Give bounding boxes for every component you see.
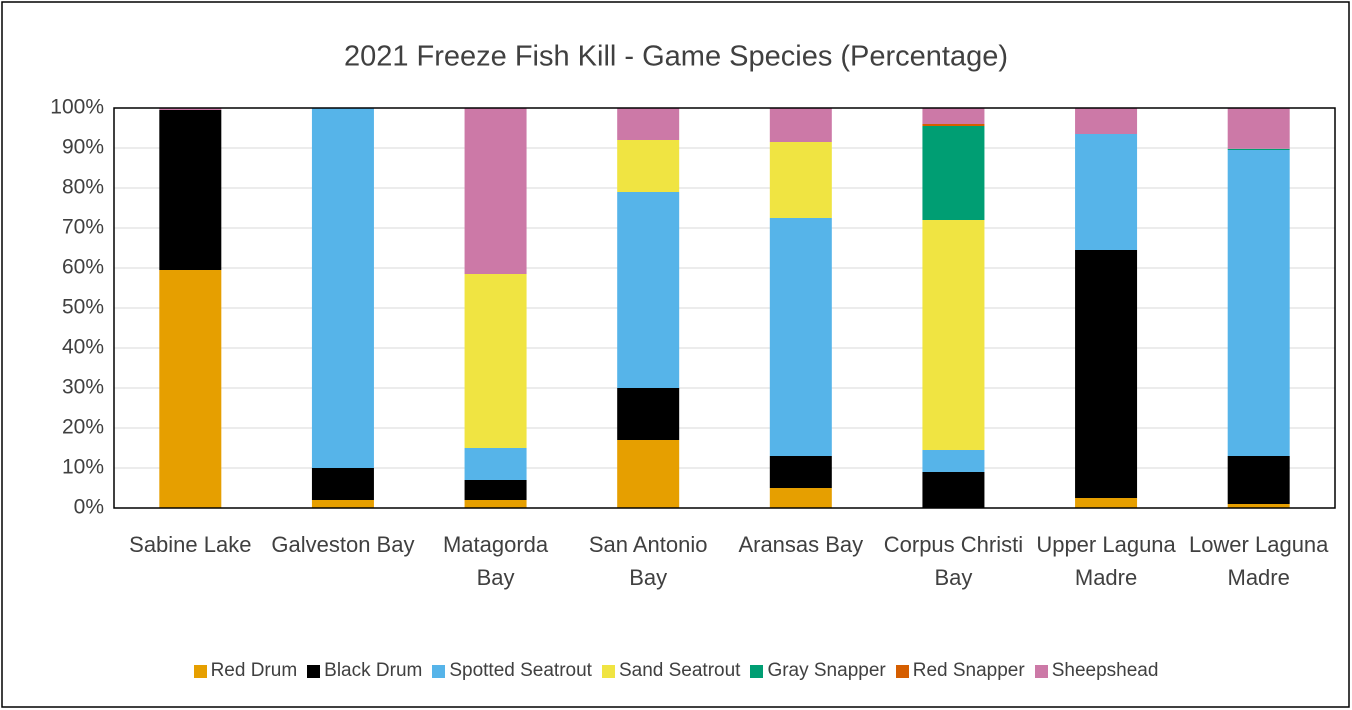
bar-segment bbox=[311, 468, 374, 500]
legend-item: Spotted Seatrout bbox=[432, 660, 592, 682]
bar-segment bbox=[1075, 108, 1138, 134]
plot-frame bbox=[113, 107, 1336, 509]
bar-segment bbox=[159, 108, 222, 110]
bar-segment bbox=[922, 108, 985, 124]
legend-swatch bbox=[1034, 664, 1048, 678]
y-tick-label: 60% bbox=[62, 256, 104, 279]
bar-segment bbox=[922, 472, 985, 508]
bar-segment bbox=[311, 108, 374, 468]
legend-swatch bbox=[193, 664, 207, 678]
bar-segment bbox=[769, 456, 832, 488]
bar-segment bbox=[1227, 504, 1290, 508]
bar-segment bbox=[159, 270, 222, 508]
bar-segment bbox=[1075, 498, 1138, 508]
legend-swatch bbox=[432, 664, 446, 678]
legend-label: Gray Snapper bbox=[767, 660, 886, 681]
bar-segment bbox=[1227, 150, 1290, 456]
bar-segment bbox=[311, 500, 374, 508]
y-tick-label: 30% bbox=[62, 376, 104, 399]
x-tick-label: Upper Laguna Madre bbox=[1036, 532, 1176, 590]
bar-segment bbox=[1227, 456, 1290, 504]
bar-segment bbox=[464, 108, 527, 274]
legend-label: Sheepshead bbox=[1051, 660, 1159, 681]
x-tick-label: San Antonio Bay bbox=[588, 532, 708, 590]
bar-segment bbox=[464, 480, 527, 500]
bar-segment bbox=[1227, 108, 1290, 149]
bar-segment bbox=[617, 192, 680, 388]
x-tick-label: Aransas Bay bbox=[738, 532, 864, 557]
x-tick-label: Lower Laguna Madre bbox=[1188, 532, 1329, 590]
y-tick-label: 50% bbox=[62, 296, 104, 319]
legend-item: Black Drum bbox=[307, 660, 422, 682]
legend-label: Red Drum bbox=[210, 660, 298, 681]
bar-segment bbox=[464, 274, 527, 448]
bar-segment bbox=[769, 142, 832, 218]
legend-swatch bbox=[895, 664, 909, 678]
legend-item: Red Snapper bbox=[895, 660, 1025, 682]
bar-segment bbox=[1227, 148, 1290, 150]
y-tick-label: 10% bbox=[62, 456, 104, 479]
bar-segment bbox=[922, 124, 985, 126]
x-tick-label: Galveston Bay bbox=[271, 532, 415, 557]
bar-segment bbox=[922, 126, 985, 220]
bar-segment bbox=[464, 500, 527, 508]
y-tick-label: 100% bbox=[50, 96, 104, 119]
legend-label: Black Drum bbox=[324, 660, 423, 681]
y-tick-label: 70% bbox=[62, 216, 104, 239]
legend-label: Spotted Seatrout bbox=[449, 660, 592, 681]
legend-item: Sand Seatrout bbox=[601, 660, 741, 682]
legend-swatch bbox=[750, 664, 764, 678]
y-tick-label: 20% bbox=[62, 416, 104, 439]
bar-segment bbox=[922, 220, 985, 450]
legend-swatch bbox=[307, 664, 321, 678]
bar-segment bbox=[617, 388, 680, 440]
bar-segment bbox=[769, 218, 832, 456]
legend-label: Red Snapper bbox=[912, 660, 1025, 681]
legend-swatch bbox=[601, 664, 615, 678]
bar-segment bbox=[617, 140, 680, 192]
legend-item: Red Drum bbox=[193, 660, 298, 682]
x-tick-label: Corpus Christi Bay bbox=[883, 532, 1024, 590]
chart-title: 2021 Freeze Fish Kill - Game Species (Pe… bbox=[344, 41, 1008, 73]
legend-item: Sheepshead bbox=[1034, 660, 1159, 682]
bar-segment bbox=[1075, 250, 1138, 498]
legend: Red Drum Black Drum Spotted Seatrout Sand S… bbox=[0, 660, 1352, 682]
x-tick-label: Sabine Lake bbox=[129, 532, 252, 557]
legend-item: Gray Snapper bbox=[750, 660, 886, 682]
x-tick-label: Matagorda Bay bbox=[442, 532, 549, 590]
bar-segment bbox=[769, 488, 832, 508]
y-tick-label: 80% bbox=[62, 176, 104, 199]
bar-segment bbox=[159, 110, 222, 270]
bar-segment bbox=[922, 450, 985, 472]
y-tick-label: 0% bbox=[74, 496, 104, 519]
y-tick-label: 40% bbox=[62, 336, 104, 359]
bar-segment bbox=[617, 108, 680, 140]
legend-label: Sand Seatrout bbox=[618, 660, 741, 681]
bar-segment bbox=[769, 108, 832, 142]
bar-segment bbox=[617, 440, 680, 508]
y-tick-label: 90% bbox=[62, 136, 104, 159]
bar-segment bbox=[1075, 134, 1138, 250]
bar-segment bbox=[464, 448, 527, 480]
